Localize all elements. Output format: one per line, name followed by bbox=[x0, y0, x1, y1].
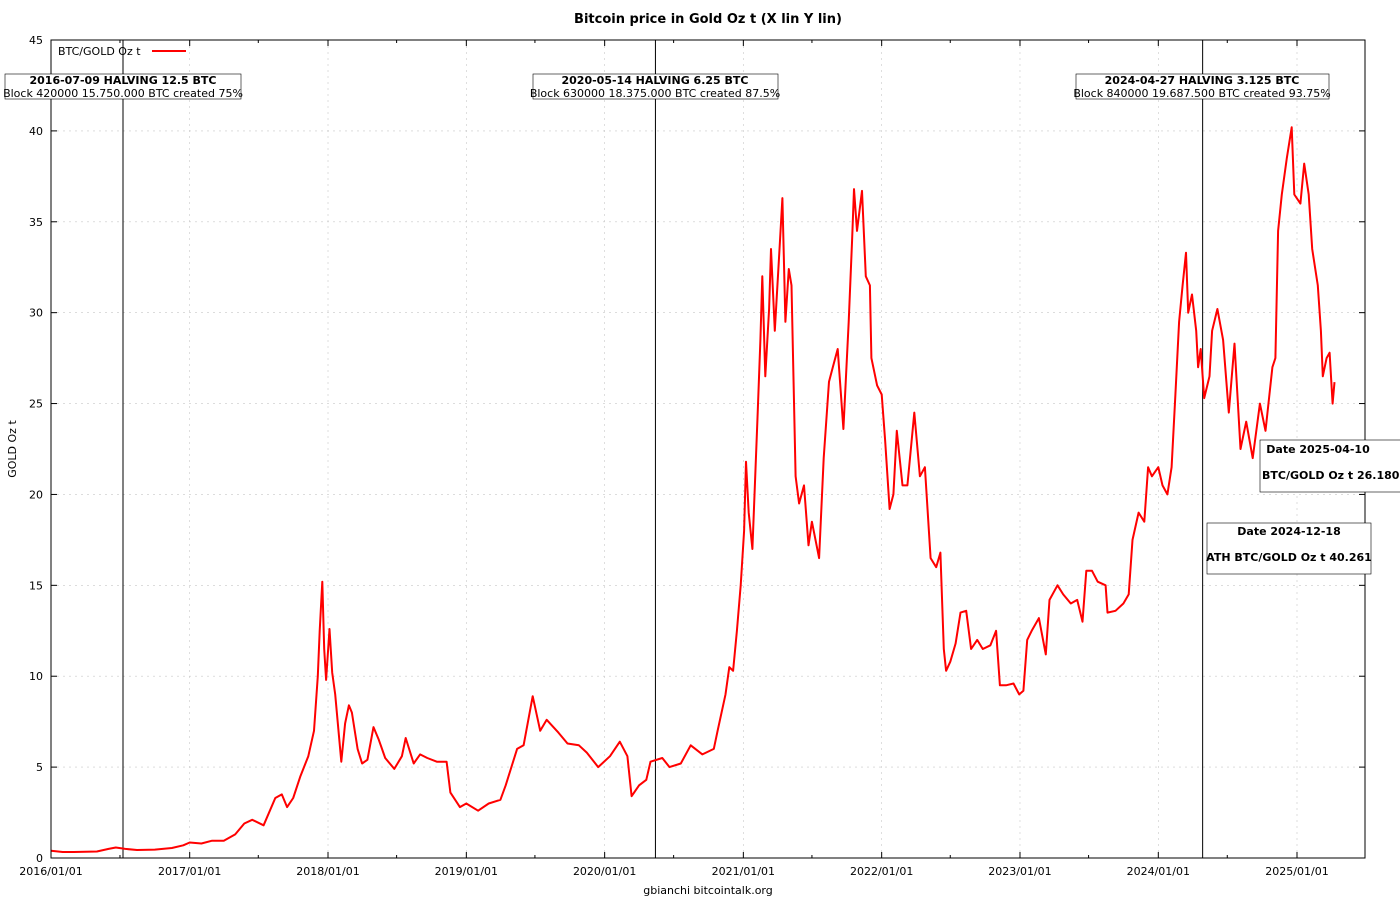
series-line bbox=[50, 126, 1336, 853]
halving-label-3: 2024-04-27 HALVING 3.125 BTC Block 84000… bbox=[1073, 73, 1331, 100]
x-tick-label: 2017/01/01 bbox=[158, 865, 221, 878]
x-tick-label: 2019/01/01 bbox=[435, 865, 498, 878]
x-tick-label: 2020/01/01 bbox=[573, 865, 636, 878]
latest-value-price: BTC/GOLD Oz t 26.1800 bbox=[1262, 469, 1400, 482]
y-tick-label: 15 bbox=[29, 579, 43, 592]
y-tick-label: 10 bbox=[29, 670, 43, 683]
halving-label-1-box bbox=[4, 73, 242, 100]
ath-date: Date 2024-12-18 bbox=[1237, 525, 1340, 538]
x-tick-labels: 2016/01/01 2017/01/01 2018/01/01 2019/01/01… bbox=[19, 865, 1328, 878]
halving-label-2-detail: Block 630000 18.375.000 BTC created 87.5… bbox=[530, 87, 780, 100]
x-axis-label: gbianchi bitcointalk.org bbox=[643, 884, 772, 897]
ath-price: ATH BTC/GOLD Oz t 40.261 bbox=[1206, 551, 1372, 564]
x-tick-label: 2025/01/01 bbox=[1265, 865, 1328, 878]
x-tick-label: 2021/01/01 bbox=[712, 865, 775, 878]
series-layer bbox=[50, 126, 1336, 853]
halving-label-3-box bbox=[1075, 73, 1330, 100]
y-axis-label: GOLD Oz t bbox=[6, 420, 19, 478]
latest-value-annotation: Date 2025-04-10 BTC/GOLD Oz t 26.1800 bbox=[1259, 439, 1400, 493]
x-tick-label: 2022/01/01 bbox=[850, 865, 913, 878]
halving-label-1-detail: Block 420000 15.750.000 BTC created 75% bbox=[3, 87, 243, 100]
x-tick-label: 2023/01/01 bbox=[988, 865, 1051, 878]
ath-annotation: Date 2024-12-18 ATH BTC/GOLD Oz t 40.261 bbox=[1206, 522, 1372, 575]
halving-lines bbox=[122, 40, 1204, 858]
latest-value-box bbox=[1259, 439, 1400, 493]
latest-value-date: Date 2025-04-10 bbox=[1266, 443, 1370, 456]
legend: BTC/GOLD Oz t bbox=[58, 45, 186, 58]
y-tick-labels: 0 5 10 15 20 25 30 35 40 45 bbox=[29, 34, 43, 865]
y-tick-label: 25 bbox=[29, 398, 43, 411]
y-tick-label: 35 bbox=[29, 216, 43, 229]
halving-label-3-detail: Block 840000 19.687.500 BTC created 93.7… bbox=[1073, 87, 1330, 100]
x-tick-label: 2016/01/01 bbox=[19, 865, 82, 878]
halving-label-2-box bbox=[532, 73, 779, 100]
x-tick-label: 2024/01/01 bbox=[1127, 865, 1190, 878]
halving-label-2: 2020-05-14 HALVING 6.25 BTC Block 630000… bbox=[530, 73, 780, 100]
halving-label-2-title: 2020-05-14 HALVING 6.25 BTC bbox=[561, 74, 748, 87]
halving-label-3-title: 2024-04-27 HALVING 3.125 BTC bbox=[1105, 74, 1300, 87]
y-tick-label: 5 bbox=[36, 761, 43, 774]
y-tick-label: 30 bbox=[29, 307, 43, 320]
chart-title: Bitcoin price in Gold Oz t (X lin Y lin) bbox=[574, 12, 842, 27]
y-tick-label: 20 bbox=[29, 488, 43, 501]
x-tick-label: 2018/01/01 bbox=[296, 865, 359, 878]
axis-ticks bbox=[50, 39, 1365, 859]
halving-label-1-title: 2016-07-09 HALVING 12.5 BTC bbox=[29, 74, 216, 87]
halving-label-1: 2016-07-09 HALVING 12.5 BTC Block 420000… bbox=[3, 73, 243, 100]
legend-label: BTC/GOLD Oz t bbox=[58, 45, 141, 58]
y-tick-label: 0 bbox=[36, 852, 43, 865]
y-tick-label: 45 bbox=[29, 34, 43, 47]
y-tick-label: 40 bbox=[29, 125, 43, 138]
ath-box bbox=[1206, 522, 1372, 575]
